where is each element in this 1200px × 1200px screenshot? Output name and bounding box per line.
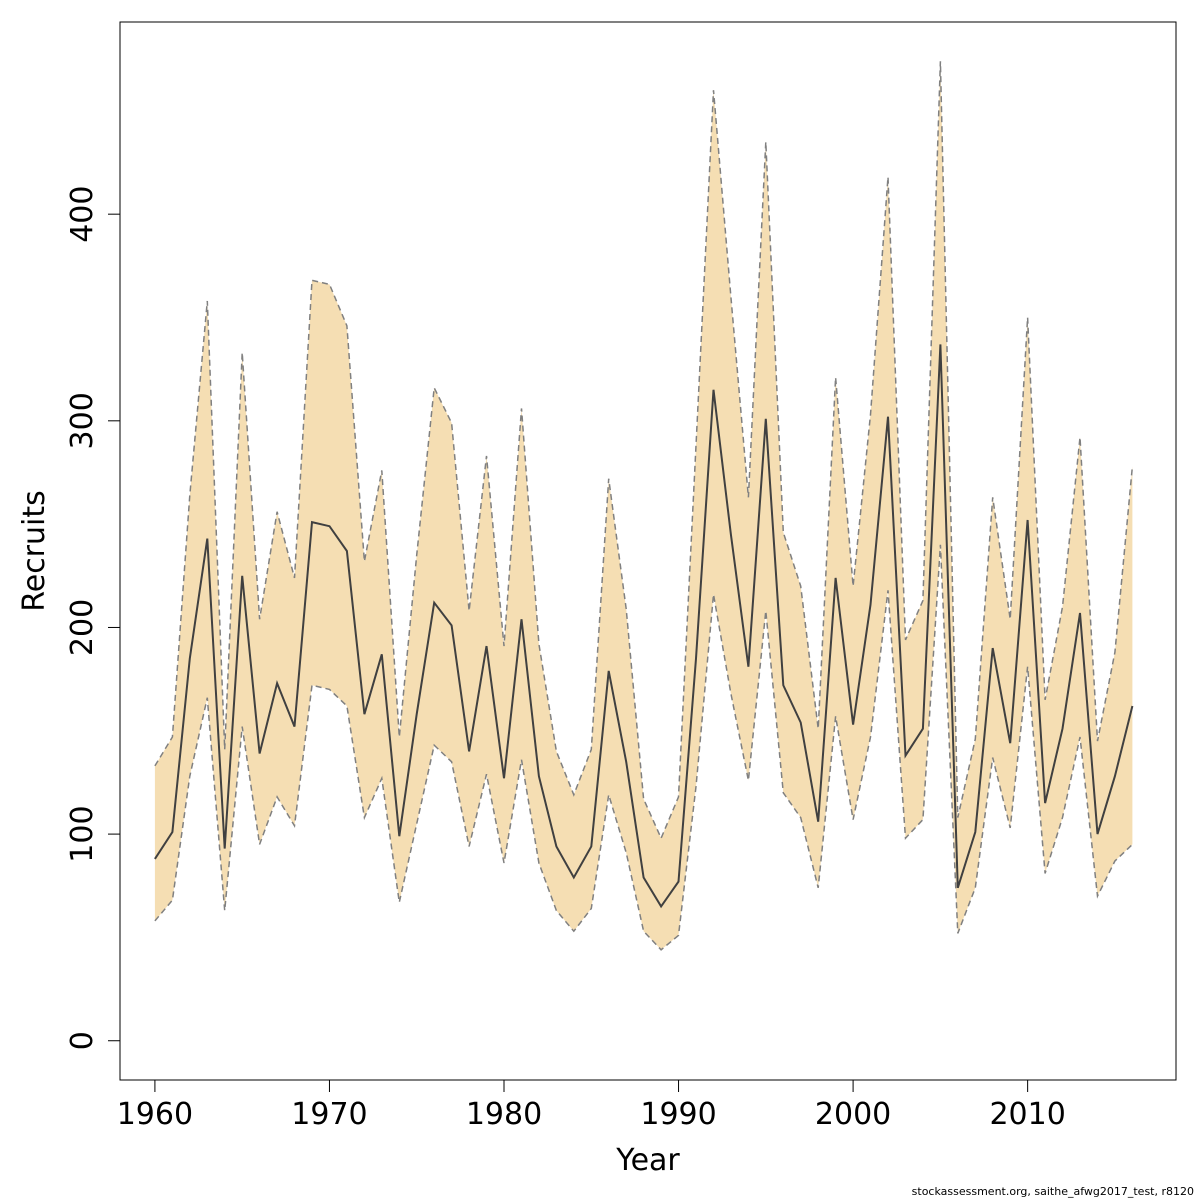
y-tick-label: 100 — [65, 805, 100, 862]
x-tick-label: 2010 — [989, 1097, 1065, 1132]
y-tick-label: 200 — [65, 599, 100, 656]
x-tick-label: 2000 — [815, 1097, 891, 1132]
y-axis-title: Recruits — [17, 490, 52, 612]
footer-caption: stockassessment.org, saithe_afwg2017_tes… — [911, 1185, 1194, 1198]
x-axis-title: Year — [615, 1143, 680, 1178]
x-tick-label: 1980 — [466, 1097, 542, 1132]
y-tick-label: 300 — [65, 392, 100, 449]
estimate-line — [154, 344, 1134, 909]
y-tick-label: 0 — [65, 1031, 100, 1050]
y-tick-label: 400 — [65, 186, 100, 243]
x-tick-label: 1990 — [640, 1097, 716, 1132]
x-tick-label: 1970 — [291, 1097, 367, 1132]
confidence-band — [154, 61, 1133, 950]
x-tick-label: 1960 — [117, 1097, 193, 1132]
lower-bound-line — [154, 544, 1133, 951]
upper-bound-line — [154, 61, 1134, 841]
